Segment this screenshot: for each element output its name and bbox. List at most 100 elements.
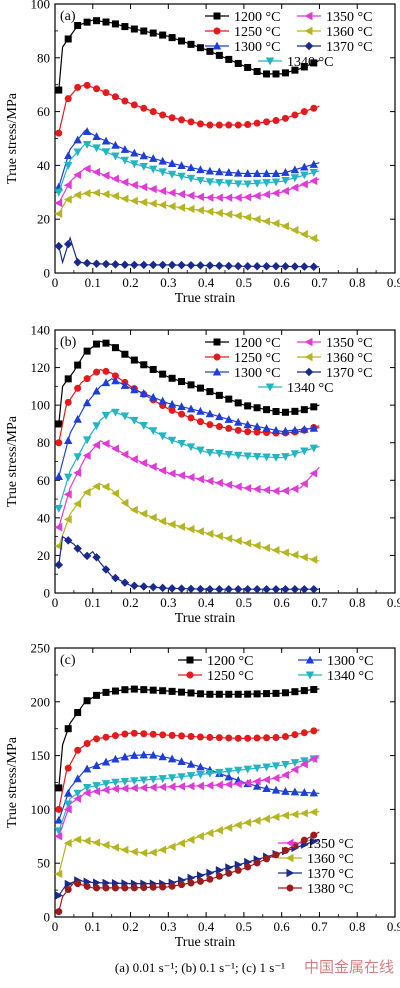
data-point [64, 725, 72, 733]
data-point [262, 543, 271, 553]
x-axis-label: True strain [175, 611, 236, 626]
data-point [148, 848, 157, 857]
x-tick-label: 0.1 [85, 275, 101, 290]
legend-marker [286, 868, 295, 878]
data-point [101, 411, 111, 420]
data-point [206, 875, 214, 883]
data-point [271, 812, 280, 822]
data-point [215, 872, 223, 880]
data-point [224, 767, 233, 776]
data-point [196, 527, 204, 536]
data-point [92, 386, 101, 395]
data-point [187, 689, 195, 697]
data-point [64, 788, 73, 797]
data-point [168, 687, 176, 695]
data-point [205, 409, 215, 418]
data-point [243, 180, 252, 189]
data-point [271, 453, 281, 462]
x-tick-label: 0 [52, 275, 59, 290]
data-point [310, 837, 319, 846]
data-point [121, 23, 129, 31]
data-point [140, 27, 148, 35]
y-tick-label: 150 [31, 748, 51, 763]
data-point [73, 544, 82, 553]
legend-marker [305, 655, 315, 664]
data-point [243, 169, 252, 177]
data-point [129, 180, 138, 190]
data-point [148, 462, 157, 471]
data-point [120, 752, 130, 761]
data-point [262, 262, 271, 271]
data-point [243, 539, 252, 548]
x-tick-label: 0.7 [311, 595, 328, 610]
data-point [281, 453, 290, 461]
data-point [82, 164, 91, 173]
data-point [111, 376, 120, 385]
data-point [290, 550, 299, 560]
data-point [129, 783, 138, 793]
data-point [148, 199, 157, 208]
data-point [196, 418, 204, 426]
x-tick-label: 0.6 [274, 919, 291, 934]
data-point [177, 260, 186, 270]
data-point [178, 881, 186, 889]
data-point [244, 402, 252, 410]
data-point [111, 93, 119, 101]
data-point [102, 339, 110, 347]
data-point [300, 424, 309, 433]
legend-marker [265, 57, 275, 66]
data-point [300, 406, 308, 414]
series-1200c [55, 17, 320, 94]
series-1350c [54, 439, 320, 532]
data-point [130, 416, 139, 425]
data-point [187, 732, 195, 740]
data-point [196, 733, 204, 741]
data-point [64, 35, 72, 43]
data-point [64, 473, 73, 482]
data-point [290, 226, 299, 235]
series-1300c [54, 376, 320, 481]
data-point [206, 690, 214, 698]
data-point [290, 425, 300, 434]
data-point [244, 428, 252, 436]
data-point [149, 686, 157, 694]
x-tick-label: 0.1 [85, 595, 101, 610]
data-point [196, 762, 205, 771]
data-point [224, 193, 233, 202]
data-point [215, 423, 223, 431]
data-point [262, 485, 271, 495]
data-point [300, 836, 308, 844]
data-point [196, 771, 205, 779]
data-point [299, 809, 308, 818]
data-point [281, 548, 289, 557]
data-point [54, 560, 64, 570]
data-point [130, 581, 139, 590]
data-point [149, 730, 157, 738]
data-point [129, 455, 138, 464]
data-point [206, 388, 214, 396]
data-point [299, 479, 308, 488]
data-point [243, 192, 252, 202]
data-point [158, 432, 167, 441]
data-point [262, 217, 271, 226]
data-point [101, 757, 111, 766]
data-point [140, 686, 148, 694]
x-tick-label: 0.1 [85, 919, 101, 934]
data-point [196, 206, 204, 215]
data-point [149, 165, 158, 174]
data-point [206, 733, 214, 741]
data-point [148, 184, 157, 194]
data-point [73, 258, 82, 267]
data-point [168, 374, 176, 382]
data-point [300, 585, 309, 594]
data-point [244, 734, 252, 742]
x-axis-label: True strain [175, 935, 236, 950]
legend-marker [304, 11, 313, 21]
data-point [92, 787, 101, 796]
legend-label: 1360 °C [326, 351, 372, 366]
data-point [300, 729, 308, 737]
data-point [159, 111, 167, 119]
data-point [111, 344, 119, 352]
data-point [111, 408, 120, 417]
